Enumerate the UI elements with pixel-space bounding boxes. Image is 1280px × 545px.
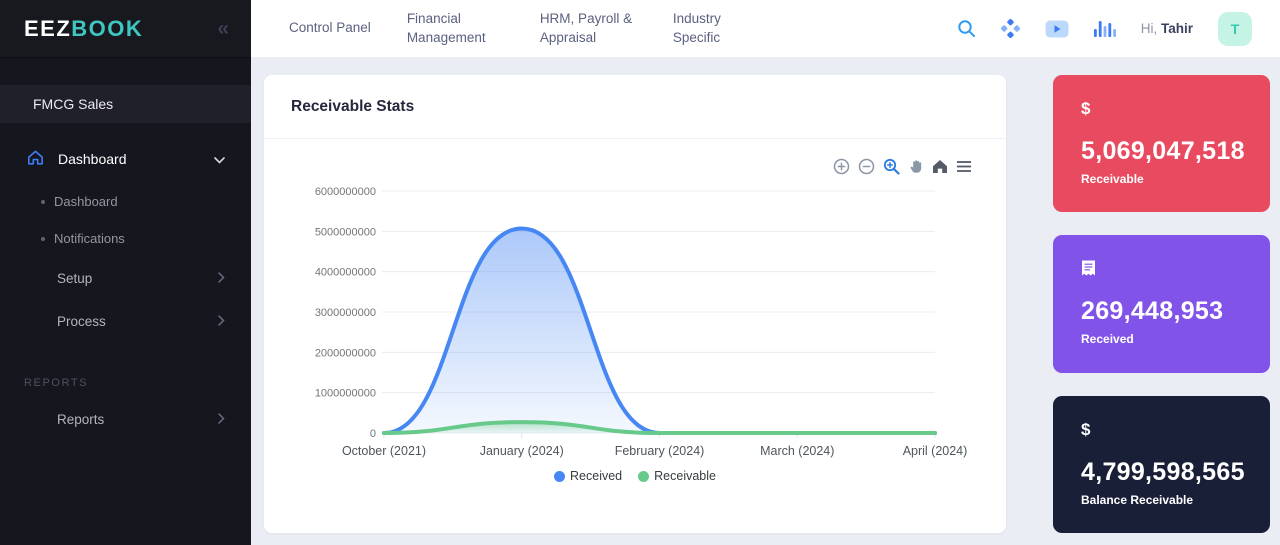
y-axis-tick-label: 1000000000 xyxy=(315,388,376,400)
stat-label: Balance Receivable xyxy=(1081,492,1194,507)
sidebar-item-notifications[interactable]: Notifications xyxy=(0,220,251,257)
stat-card-receivable: $ 5,069,047,518 Receivable xyxy=(1053,75,1270,213)
legend-item-received[interactable]: Received xyxy=(554,469,622,483)
receivable-stats-card: Receivable Stats xyxy=(264,75,1006,533)
main-content: Receivable Stats xyxy=(251,58,1280,545)
sidebar-item-label: Process xyxy=(57,314,106,329)
stats-icon[interactable] xyxy=(1093,19,1116,39)
sidebar-nav: Dashboard Dashboard Notifications Setup … xyxy=(0,123,251,441)
user-name: Tahir xyxy=(1160,21,1193,36)
chart-toolbar xyxy=(833,158,972,175)
y-axis-tick-label: 4000000000 xyxy=(315,267,376,279)
sidebar-collapse-icon[interactable]: « xyxy=(217,17,229,40)
pan-icon[interactable] xyxy=(908,158,924,175)
topbar-actions: Hi, Tahir T xyxy=(957,11,1252,46)
content-column: Control Panel Financial Management HRM, … xyxy=(251,0,1280,545)
legend-dot-icon xyxy=(554,470,566,482)
x-axis-label: March (2024) xyxy=(760,444,834,458)
dollar-icon: $ xyxy=(1081,419,1091,439)
y-axis-tick-label: 6000000000 xyxy=(315,186,376,198)
stat-value: 5,069,047,518 xyxy=(1081,137,1245,165)
logo-part-1: EEZ xyxy=(24,15,72,41)
nav-hrm-payroll-appraisal[interactable]: HRM, Payroll & Appraisal xyxy=(539,10,633,45)
apps-icon[interactable] xyxy=(1000,19,1020,38)
sidebar-item-process[interactable]: Process xyxy=(0,300,251,343)
sidebar-item-label: Reports xyxy=(57,412,105,427)
workspace-label: FMCG Sales xyxy=(0,85,251,123)
chevron-right-icon xyxy=(218,314,225,329)
area-fill-receivable xyxy=(384,422,935,433)
x-axis-label: April (2024) xyxy=(903,444,968,458)
sidebar-item-dashboard[interactable]: Dashboard xyxy=(0,183,251,220)
y-axis-tick-label: 2000000000 xyxy=(315,347,376,359)
x-axis-label: January (2024) xyxy=(480,444,564,458)
sidebar-item-dashboard-parent[interactable]: Dashboard xyxy=(0,135,251,183)
legend-dot-icon xyxy=(638,470,650,482)
x-axis-label: February (2024) xyxy=(615,444,705,458)
legend-item-receivable[interactable]: Receivable xyxy=(638,469,716,483)
nav-control-panel[interactable]: Control Panel xyxy=(289,20,371,36)
chart-legend: Received Receivable xyxy=(264,469,1006,483)
chevron-right-icon xyxy=(218,271,225,286)
legend-label: Received xyxy=(570,469,623,483)
chevron-down-icon xyxy=(214,151,225,167)
home-icon xyxy=(26,148,45,170)
stat-cards-column: $ 5,069,047,518 Receivable 269,448,953 R… xyxy=(1053,75,1270,533)
area-chart[interactable]: 6000000000 5000000000 4000000000 3000000000… xyxy=(264,139,1006,465)
chevron-right-icon xyxy=(218,412,225,427)
greeting-prefix: Hi, xyxy=(1140,21,1158,36)
legend-label: Receivable xyxy=(654,469,716,483)
y-axis-tick-label: 0 xyxy=(370,428,376,440)
sidebar-item-setup[interactable]: Setup xyxy=(0,257,251,300)
avatar[interactable]: T xyxy=(1218,11,1252,46)
stat-card-received: 269,448,953 Received xyxy=(1053,235,1270,373)
zoom-out-icon[interactable] xyxy=(858,158,875,175)
chart-card-title: Receivable Stats xyxy=(264,75,1006,139)
sidebar-section-reports: REPORTS xyxy=(24,377,89,389)
sidebar-item-label: Setup xyxy=(57,271,93,286)
top-nav: Control Panel Financial Management HRM, … xyxy=(289,10,743,48)
sidebar-item-label: Dashboard xyxy=(54,194,118,209)
logo-bar: EEZBOOK « xyxy=(0,0,251,58)
sidebar: EEZBOOK « FMCG Sales Dashboard Dashboard… xyxy=(0,0,251,545)
y-axis-tick-label: 3000000000 xyxy=(315,307,376,319)
bullet-icon xyxy=(41,236,45,241)
stat-label: Receivable xyxy=(1081,172,1144,186)
nav-financial-management[interactable]: Financial Management xyxy=(406,10,486,45)
user-greeting: Hi, Tahir xyxy=(1141,21,1193,36)
chart-area[interactable]: 6000000000 5000000000 4000000000 3000000000… xyxy=(264,139,1006,533)
reset-home-icon[interactable] xyxy=(932,159,948,174)
bullet-icon xyxy=(41,199,45,204)
receipt-icon xyxy=(1081,258,1242,280)
selection-zoom-icon[interactable] xyxy=(883,158,900,175)
stat-label: Received xyxy=(1081,332,1134,347)
menu-icon[interactable] xyxy=(956,160,972,173)
zoom-in-icon[interactable] xyxy=(833,158,850,175)
x-axis-label: October (2021) xyxy=(342,444,426,458)
sidebar-item-reports[interactable]: Reports xyxy=(0,398,251,441)
app-logo: EEZBOOK xyxy=(24,16,143,42)
search-icon[interactable] xyxy=(957,19,976,38)
stat-card-balance-receivable: $ 4,799,598,565 Balance Receivable xyxy=(1053,395,1270,533)
sidebar-item-label: Dashboard xyxy=(58,151,127,167)
dollar-icon: $ xyxy=(1081,99,1091,118)
stat-value: 269,448,953 xyxy=(1081,297,1224,326)
video-tutorial-icon[interactable] xyxy=(1045,20,1069,38)
sidebar-item-label: Notifications xyxy=(54,231,125,246)
y-axis-tick-label: 5000000000 xyxy=(315,226,376,238)
top-header: Control Panel Financial Management HRM, … xyxy=(251,0,1280,58)
logo-part-2: BOOK xyxy=(71,15,144,41)
area-fill-received xyxy=(384,228,935,433)
nav-industry-specific[interactable]: Industry Specific xyxy=(672,10,721,45)
stat-value: 4,799,598,565 xyxy=(1081,457,1245,486)
series-line-receivable xyxy=(382,420,937,436)
